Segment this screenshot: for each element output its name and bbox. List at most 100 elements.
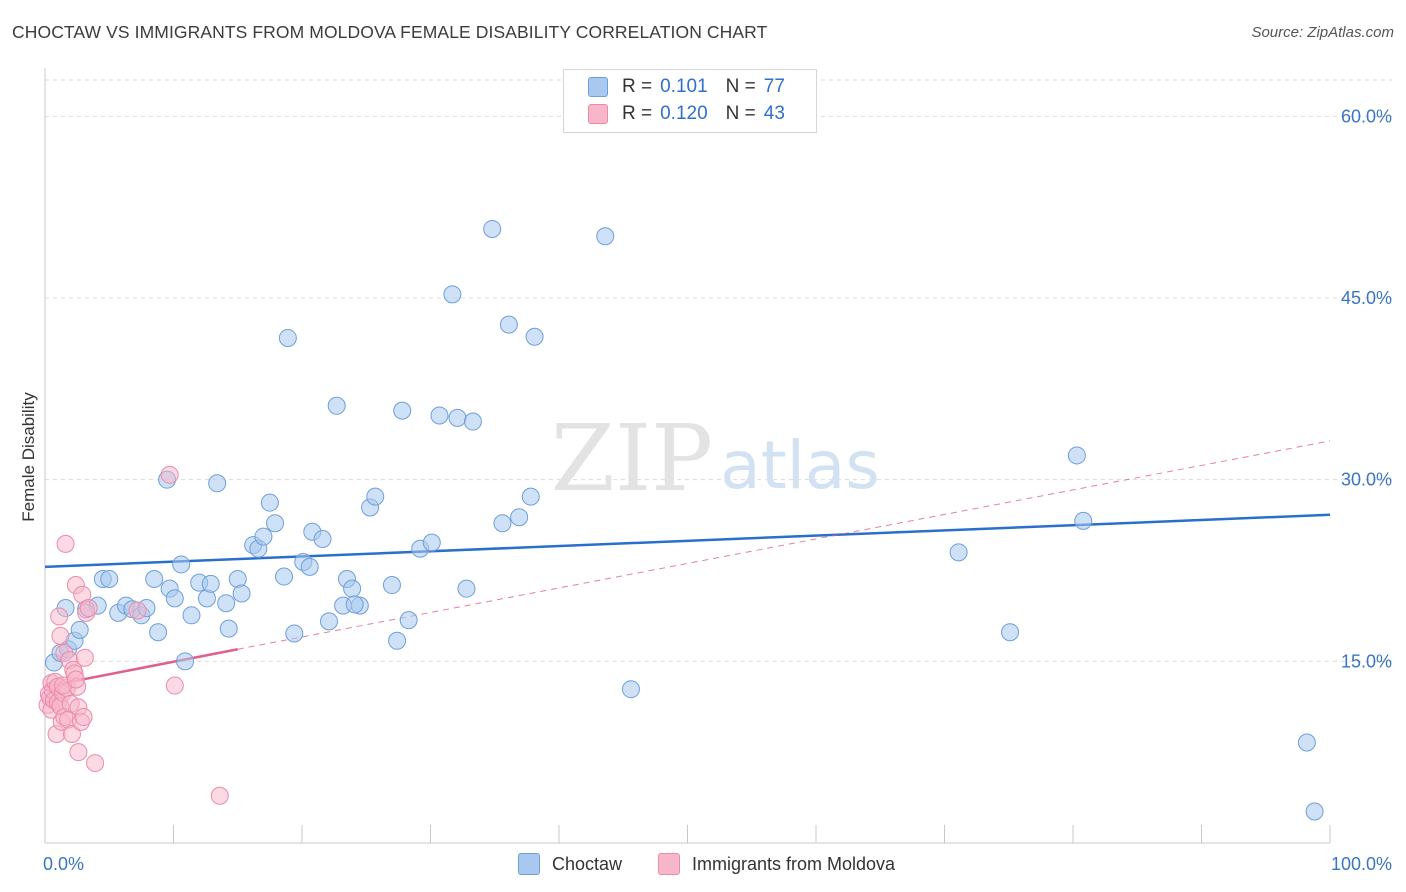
choctaw-point (70, 620, 89, 639)
legend-row-moldova: R = 0.120 N = 43 (588, 102, 785, 126)
choctaw-point (1067, 446, 1086, 465)
choctaw-point (165, 589, 184, 608)
legend-n-label: N = (725, 103, 756, 124)
choctaw-point (499, 315, 518, 334)
choctaw-point (149, 623, 168, 642)
x-tick-label: 0.0% (43, 854, 84, 874)
choctaw-point (260, 493, 279, 512)
y-tick-label: 45.0% (1341, 288, 1392, 308)
moldova-point (75, 648, 94, 667)
choctaw-point (278, 328, 297, 347)
choctaw-point (483, 219, 502, 238)
choctaw-point (254, 527, 273, 546)
choctaw-point (100, 569, 119, 588)
moldova-point (79, 599, 98, 618)
choctaw-point (399, 611, 418, 630)
bottom-legend-swatch-moldova (658, 853, 680, 875)
choctaw-point (382, 576, 401, 595)
choctaw-point (345, 595, 364, 614)
choctaw-point (1074, 511, 1093, 530)
y-axis-label: Female Disability (19, 392, 38, 522)
watermark-zip: ZIP (551, 405, 713, 512)
moldova-point (51, 626, 70, 645)
choctaw-point (510, 508, 529, 527)
choctaw-point (172, 555, 191, 574)
watermark-atlas: atlas (720, 427, 880, 504)
choctaw-point (182, 606, 201, 625)
choctaw-point (388, 631, 407, 650)
source-credit: Source: ZipAtlas.com (1251, 24, 1394, 41)
moldova-point (128, 601, 147, 620)
moldova-point (56, 534, 75, 553)
gridlines (45, 79, 1392, 662)
tick-labels: 15.0% 30.0% 45.0% 60.0% 0.0% 100.0% (43, 106, 1392, 874)
moldova-point (62, 725, 81, 743)
chart-title: CHOCTAW VS IMMIGRANTS FROM MOLDOVA FEMAL… (12, 22, 768, 42)
legend-r-value: 0.101 (660, 76, 708, 97)
legend-swatch-moldova (588, 104, 608, 124)
choctaw-point (176, 652, 195, 671)
choctaw-point (343, 579, 362, 598)
choctaw-point (949, 543, 968, 562)
y-tick-label: 60.0% (1341, 106, 1392, 126)
choctaw-point (217, 594, 236, 613)
moldova-point (74, 708, 93, 727)
choctaw-point (1297, 733, 1316, 752)
choctaw-point (422, 533, 441, 552)
moldova-point (160, 465, 179, 484)
bottom-legend-label-moldova: Immigrants from Moldova (692, 853, 896, 874)
choctaw-point (1305, 802, 1324, 821)
moldova-point (165, 676, 184, 695)
choctaw-point (313, 530, 332, 549)
moldova-points (38, 465, 229, 805)
stats-legend: R = 0.101 N = 77 R = 0.120 N = 43 (563, 69, 817, 133)
legend-n-value: 77 (763, 76, 785, 97)
legend-n-label: N = (725, 76, 756, 97)
moldova-point (66, 670, 85, 689)
moldova-point (69, 743, 88, 762)
choctaw-points (44, 219, 1324, 821)
y-tick-label: 15.0% (1341, 651, 1392, 671)
choctaw-point (366, 487, 385, 506)
choctaw-point (275, 567, 294, 586)
choctaw-point (596, 227, 615, 246)
watermark: ZIP atlas (551, 405, 880, 512)
bottom-legend-moldova: Immigrants from Moldova (658, 852, 895, 876)
moldova-point (86, 754, 105, 773)
legend-n-value: 43 (763, 103, 785, 124)
y-tick-label: 30.0% (1341, 470, 1392, 490)
choctaw-point (621, 680, 640, 699)
legend-r-label: R = (622, 103, 653, 124)
choctaw-point (208, 474, 227, 493)
choctaw-point (443, 285, 462, 304)
moldova-point (50, 607, 69, 626)
choctaw-point (219, 619, 238, 638)
choctaw-point (327, 396, 346, 415)
legend-row-choctaw: R = 0.101 N = 77 (588, 75, 785, 99)
legend-swatch-choctaw (588, 77, 608, 97)
moldova-point (210, 786, 229, 805)
choctaw-point (145, 569, 164, 588)
moldova-trend-line-dashed (237, 440, 1331, 650)
bottom-legend-choctaw: Choctaw (518, 852, 622, 876)
choctaw-point (319, 612, 338, 631)
choctaw-point (285, 624, 304, 643)
choctaw-point (463, 412, 482, 431)
legend-r-value: 0.120 (660, 103, 708, 124)
bottom-legend-label-choctaw: Choctaw (552, 853, 623, 874)
choctaw-trend-line (44, 513, 1331, 569)
choctaw-point (430, 406, 449, 425)
choctaw-point (525, 327, 544, 346)
bottom-legend-swatch-choctaw (518, 853, 540, 875)
choctaw-point (448, 408, 467, 427)
x-tick-label: 100.0% (1331, 854, 1392, 874)
choctaw-point (300, 557, 319, 576)
choctaw-point (232, 584, 251, 603)
choctaw-point (493, 514, 512, 533)
choctaw-point (457, 579, 476, 598)
choctaw-point (1001, 623, 1020, 642)
choctaw-point (201, 574, 220, 593)
choctaw-point (266, 514, 285, 533)
legend-r-label: R = (622, 76, 653, 97)
